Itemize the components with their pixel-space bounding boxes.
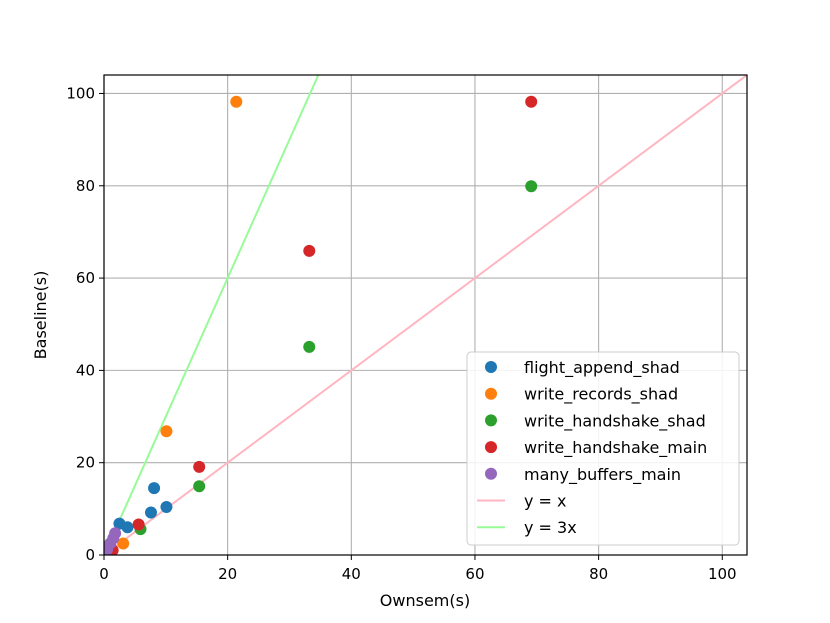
legend-marker <box>485 387 497 400</box>
legend-marker <box>485 467 497 480</box>
y-axis-label: Baseline(s) <box>31 271 50 360</box>
y-tick-label: 80 <box>76 177 95 195</box>
data-points <box>104 95 538 555</box>
legend-label: many_buffers_main <box>524 465 681 485</box>
legend-marker <box>485 414 497 427</box>
data-point <box>525 95 538 108</box>
legend-marker <box>485 441 497 454</box>
legend-label: flight_append_shad <box>524 358 680 378</box>
data-point <box>144 506 157 519</box>
y-tick-label: 100 <box>66 84 95 102</box>
legend-marker <box>485 361 497 373</box>
x-tick-label: 40 <box>342 565 361 583</box>
data-point <box>109 527 122 540</box>
data-point <box>121 521 134 534</box>
x-tick-label: 80 <box>589 565 608 583</box>
data-point <box>303 340 316 353</box>
data-point <box>525 180 538 193</box>
y-axis-ticks: 0 20 40 60 80 100 <box>66 84 104 564</box>
data-point <box>117 537 130 550</box>
y-tick-label: 0 <box>85 546 95 564</box>
data-point <box>230 95 243 108</box>
x-axis-ticks: 0 20 40 60 80 100 <box>99 555 737 583</box>
x-tick-label: 0 <box>99 565 109 583</box>
reference-line <box>104 75 320 555</box>
legend-frame <box>466 351 740 546</box>
y-tick-label: 20 <box>76 454 95 472</box>
data-point <box>160 501 173 513</box>
legend-label: write_handshake_shad <box>524 411 706 431</box>
x-tick-label: 20 <box>218 565 237 583</box>
legend-label: y = x <box>524 492 567 511</box>
legend-label: y = 3x <box>524 518 577 537</box>
data-point <box>193 480 206 493</box>
y-tick-label: 60 <box>76 269 95 287</box>
y-tick-label: 40 <box>76 361 95 379</box>
data-point <box>132 518 145 531</box>
data-point <box>148 482 161 495</box>
legend: flight_append_shad write_records_shadwrit… <box>466 351 740 546</box>
x-tick-label: 100 <box>708 565 737 583</box>
x-tick-label: 60 <box>465 565 484 583</box>
reference-line <box>104 75 747 555</box>
x-axis-label: Ownsem(s) <box>380 591 470 610</box>
plot-frame <box>103 74 748 556</box>
reference-lines <box>104 75 747 555</box>
data-point <box>303 244 316 257</box>
legend-label: write_handshake_main <box>524 438 707 458</box>
legend-label: write_records_shad <box>524 385 678 405</box>
data-point <box>193 460 206 473</box>
data-point <box>160 425 173 438</box>
